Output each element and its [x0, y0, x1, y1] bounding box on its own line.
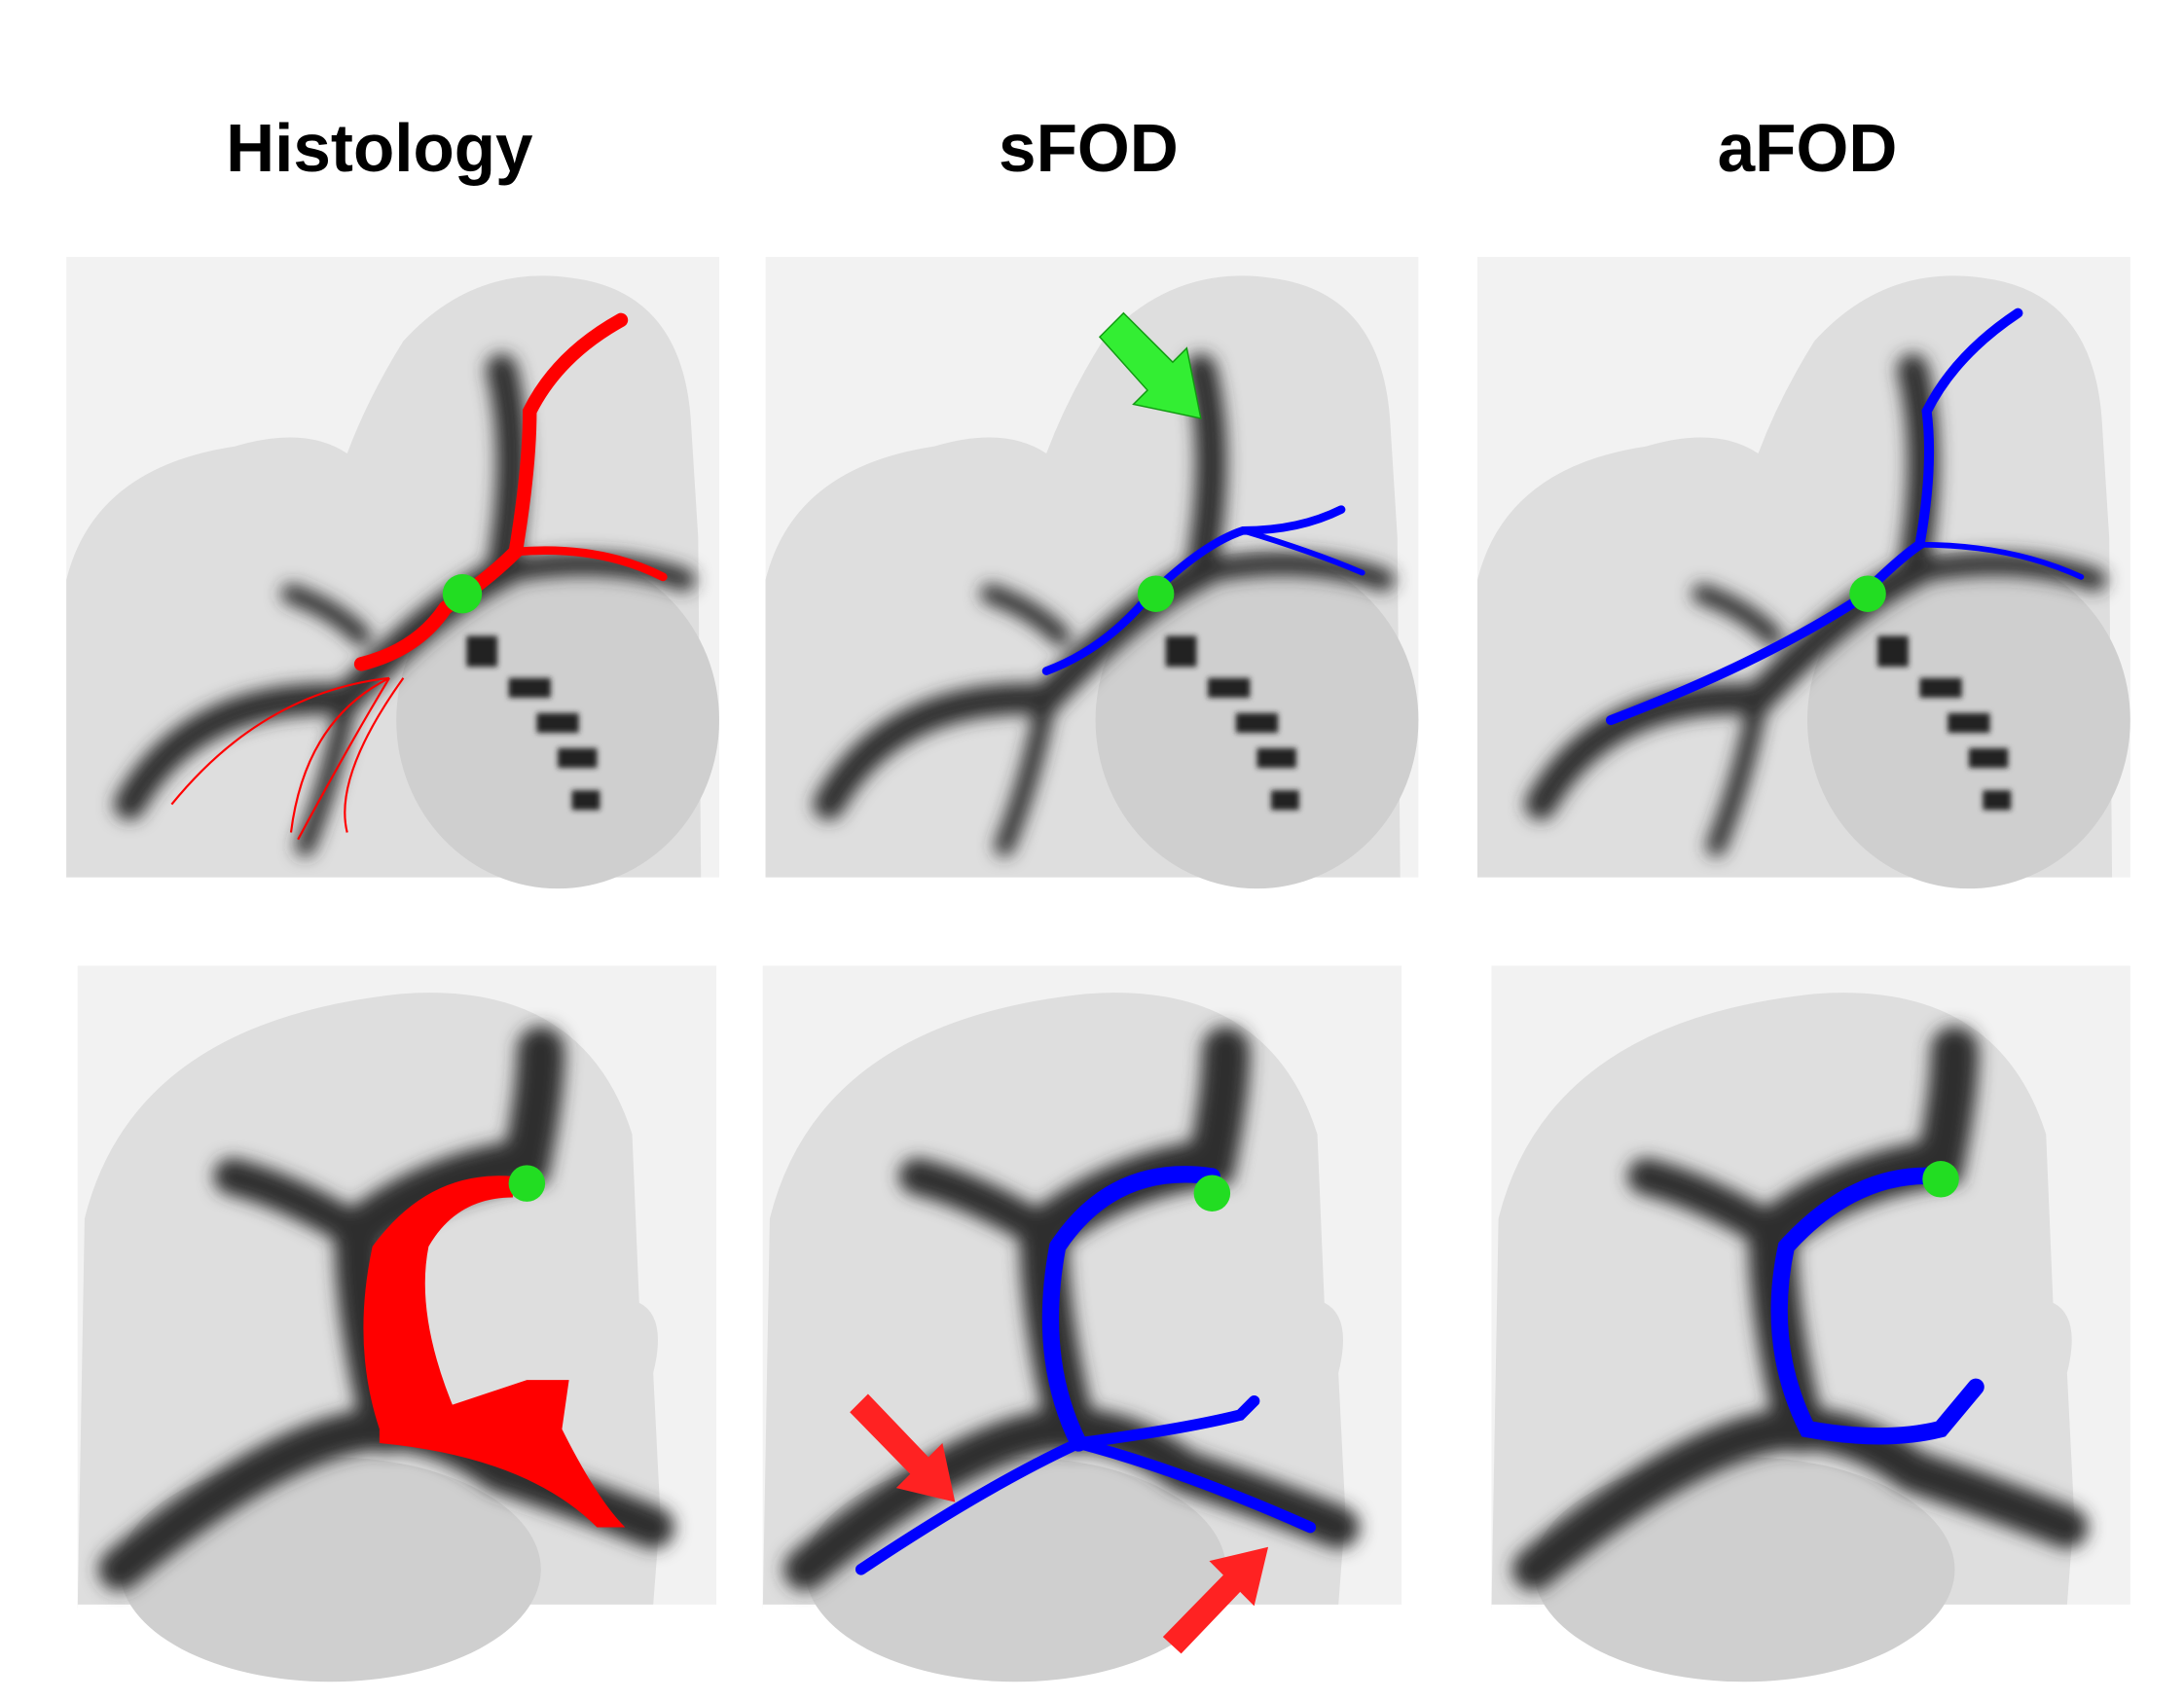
panel [1491, 966, 2129, 1682]
panel [766, 257, 1419, 888]
column-header: Histology [226, 110, 533, 186]
column-header: aFOD [1718, 110, 1898, 186]
panel [1477, 257, 2130, 888]
column-header: sFOD [999, 110, 1179, 186]
panel [763, 966, 1401, 1682]
panel [66, 257, 719, 888]
panel [78, 966, 716, 1682]
